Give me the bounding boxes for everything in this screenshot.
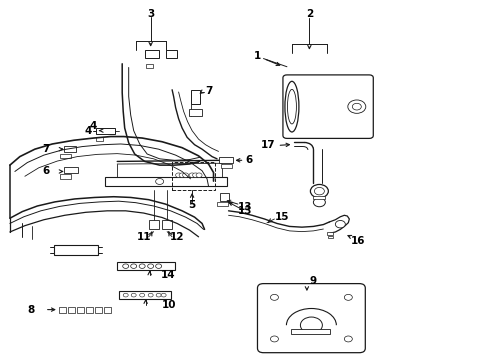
Bar: [188, 109, 201, 116]
Bar: [328, 236, 332, 238]
Bar: [172, 162, 214, 190]
Bar: [60, 154, 71, 158]
Circle shape: [140, 293, 144, 297]
Text: 16: 16: [350, 235, 365, 246]
Circle shape: [196, 173, 202, 177]
Text: 12: 12: [169, 232, 184, 242]
Circle shape: [192, 173, 198, 177]
Bar: [96, 137, 103, 141]
Bar: [326, 231, 332, 235]
Circle shape: [130, 264, 137, 269]
Bar: [191, 90, 200, 104]
Circle shape: [300, 317, 322, 333]
Bar: [313, 195, 325, 199]
Text: 3: 3: [147, 9, 154, 19]
Bar: [162, 220, 172, 229]
Circle shape: [310, 184, 328, 198]
Text: 6: 6: [42, 166, 49, 176]
Bar: [54, 245, 98, 255]
Circle shape: [122, 264, 128, 269]
Bar: [117, 262, 174, 270]
Circle shape: [179, 173, 185, 177]
Text: 5: 5: [188, 200, 195, 210]
Bar: [77, 307, 83, 312]
Text: 11: 11: [136, 232, 151, 242]
Circle shape: [131, 293, 136, 297]
Bar: [165, 50, 176, 58]
Text: 6: 6: [245, 155, 253, 165]
Bar: [104, 177, 226, 185]
Ellipse shape: [287, 89, 296, 124]
FancyBboxPatch shape: [283, 75, 372, 138]
Text: 7: 7: [204, 86, 212, 96]
Text: 9: 9: [309, 276, 316, 287]
Text: 14: 14: [161, 270, 176, 280]
Circle shape: [161, 293, 166, 297]
Circle shape: [147, 264, 153, 269]
Circle shape: [189, 173, 195, 177]
Circle shape: [175, 173, 181, 177]
Text: 15: 15: [274, 212, 288, 222]
Bar: [63, 146, 76, 152]
Circle shape: [347, 100, 365, 113]
Circle shape: [270, 336, 278, 342]
Circle shape: [270, 294, 278, 300]
Circle shape: [344, 294, 351, 300]
Circle shape: [313, 198, 325, 207]
Circle shape: [148, 293, 153, 297]
Text: 13: 13: [238, 202, 252, 212]
Bar: [144, 50, 158, 58]
Ellipse shape: [285, 81, 298, 132]
Text: 17: 17: [261, 140, 275, 150]
Circle shape: [344, 336, 351, 342]
Bar: [85, 307, 93, 312]
Bar: [145, 64, 152, 68]
Text: 4: 4: [89, 121, 97, 131]
Circle shape: [155, 264, 162, 269]
Circle shape: [155, 179, 163, 184]
Circle shape: [314, 188, 324, 195]
Bar: [68, 307, 75, 312]
Bar: [217, 202, 227, 206]
Text: 8: 8: [27, 305, 34, 315]
Bar: [95, 307, 102, 312]
Circle shape: [351, 103, 361, 110]
Circle shape: [335, 220, 345, 228]
Bar: [103, 307, 110, 312]
Text: 10: 10: [161, 300, 176, 310]
Circle shape: [182, 173, 188, 177]
Text: 1: 1: [253, 51, 260, 61]
Circle shape: [139, 264, 145, 269]
Text: 13: 13: [238, 206, 252, 216]
Bar: [59, 307, 66, 312]
Bar: [63, 167, 78, 172]
Text: 2: 2: [305, 9, 312, 19]
Text: 4: 4: [84, 126, 92, 136]
Bar: [148, 220, 158, 229]
Bar: [220, 164, 231, 168]
Bar: [290, 329, 329, 334]
Circle shape: [156, 293, 161, 297]
Bar: [60, 174, 71, 179]
Bar: [218, 157, 232, 163]
Circle shape: [123, 293, 128, 297]
Bar: [119, 291, 171, 299]
Bar: [96, 128, 115, 134]
Text: 7: 7: [42, 144, 49, 154]
Bar: [219, 193, 228, 201]
FancyBboxPatch shape: [257, 284, 365, 353]
